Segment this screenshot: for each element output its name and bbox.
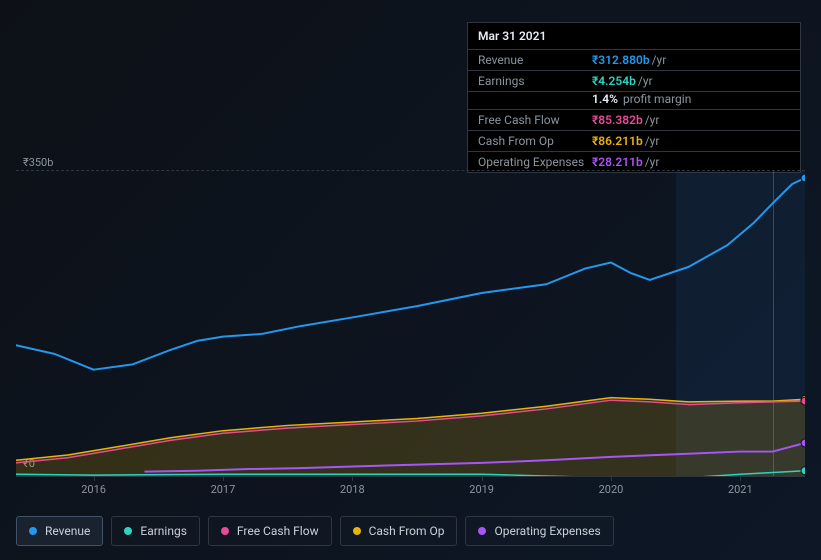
legend-item-revenue[interactable]: Revenue [16,516,103,546]
tooltip-row-label: Revenue [478,53,592,67]
chart-plot-area[interactable] [16,170,805,477]
y-axis-tick-top: ₹350b [23,156,53,169]
tooltip-row-value: ₹4.254b [592,74,636,88]
x-axis-label: 2016 [81,483,106,496]
operating_expenses-end-marker [801,439,805,447]
tooltip-row: Revenue₹312.880b/yr [468,50,800,71]
legend-dot-icon [29,527,37,535]
tooltip-row: Operating Expenses₹28.211b/yr [468,152,800,172]
legend-item-earnings[interactable]: Earnings [111,516,200,546]
x-axis-label: 2019 [469,483,494,496]
legend-dot-icon [478,527,486,535]
legend: Revenue Earnings Free Cash Flow Cash From O… [16,516,614,546]
x-axis-tick [94,477,95,481]
tooltip-subrow: 1.4% profit margin [468,92,800,110]
x-axis-tick [223,477,224,481]
chart-container: Mar 31 2021 Revenue₹312.880b/yrEarnings₹… [0,0,821,560]
legend-item-operating_expenses[interactable]: Operating Expenses [465,516,613,546]
tooltip-panel: Mar 31 2021 Revenue₹312.880b/yrEarnings₹… [467,22,801,173]
tooltip-row-value: ₹312.880b [592,53,650,67]
tooltip-sub-value: 1.4% [592,92,618,106]
x-axis-label: 2018 [340,483,365,496]
tooltip-row: Free Cash Flow₹85.382b/yr [468,110,800,131]
tooltip-row-unit: /yr [645,155,660,169]
legend-item-free_cash_flow[interactable]: Free Cash Flow [208,516,332,546]
tooltip-row-value: ₹85.382b [592,113,643,127]
x-axis-label: 2020 [599,483,624,496]
legend-item-label: Earnings [140,524,187,538]
legend-dot-icon [353,527,361,535]
legend-item-label: Revenue [45,524,90,538]
tooltip-sub-unit: profit margin [620,92,691,106]
earnings-end-marker [801,467,805,475]
legend-item-label: Cash From Op [369,524,445,538]
tooltip-row-label: Free Cash Flow [478,113,592,127]
tooltip-row-label: Cash From Op [478,134,592,148]
legend-item-label: Free Cash Flow [237,524,319,538]
tooltip-row: Earnings₹4.254b/yr [468,71,800,92]
revenue-end-marker [801,174,805,182]
x-axis-tick [740,477,741,481]
tooltip-row: Cash From Op₹86.211b/yr [468,131,800,152]
free_cash_flow-end-marker [801,397,805,405]
x-axis-tick [611,477,612,481]
x-axis-tick [352,477,353,481]
legend-item-label: Operating Expenses [494,524,600,538]
legend-dot-icon [221,527,229,535]
x-axis-label: 2017 [211,483,236,496]
tooltip-row-value: ₹28.211b [592,155,643,169]
revenue-line [16,178,805,370]
tooltip-row-unit: /yr [645,113,660,127]
tooltip-row-value: ₹86.211b [592,134,643,148]
tooltip-row-label: Earnings [478,74,592,88]
legend-item-cash_from_op[interactable]: Cash From Op [340,516,458,546]
tooltip-date: Mar 31 2021 [468,23,800,50]
x-axis-tick [482,477,483,481]
x-axis-label: 2021 [728,483,753,496]
tooltip-row-unit: /yr [652,53,667,67]
tooltip-row-unit: /yr [645,134,660,148]
tooltip-row-unit: /yr [638,74,653,88]
tooltip-row-label: Operating Expenses [478,155,592,169]
legend-dot-icon [124,527,132,535]
